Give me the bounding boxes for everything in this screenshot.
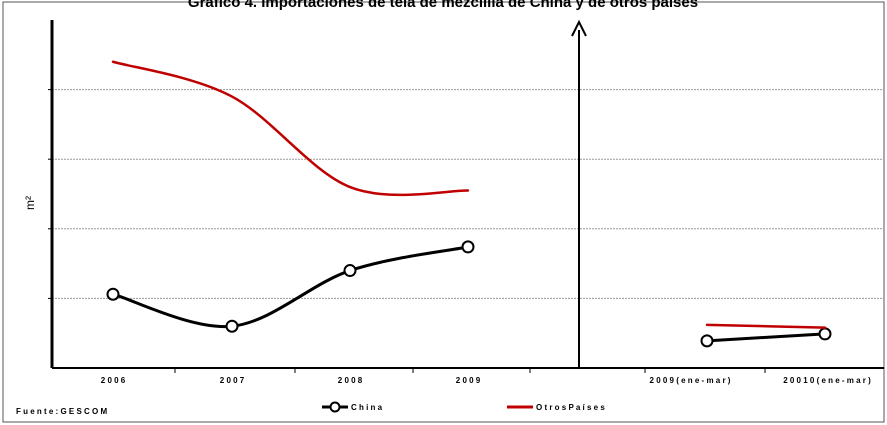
series-china-line xyxy=(111,245,470,329)
legend-otros-label: O t r o s P a í s e s xyxy=(536,403,605,412)
divider-arrow-icon xyxy=(571,19,587,37)
legend-china-marker xyxy=(329,401,341,413)
series-group xyxy=(106,60,832,348)
source-note: F u e n t e : G E S C O M xyxy=(16,407,107,416)
x-tick-label: 2 0 0 7 xyxy=(220,376,245,385)
x-tick-labels: 2 0 0 6 2 0 0 7 2 0 0 8 2 0 0 9 2 0 0 9 ( e … xyxy=(101,376,871,385)
legend: C h i n a O t r o s P a í s e s xyxy=(322,401,605,413)
china-point xyxy=(700,334,714,348)
china-point xyxy=(106,287,120,301)
axes xyxy=(48,19,884,373)
x-tick-label: 2 0 0 6 xyxy=(101,376,126,385)
china-point xyxy=(343,264,357,278)
x-tick-label: 2 0 0 8 xyxy=(338,376,363,385)
x-tick-label: 2 0 0 1 0 ( e n e - m a r ) xyxy=(783,376,871,385)
china-point xyxy=(225,319,239,333)
china-point xyxy=(461,240,475,254)
y-axis-label: m² xyxy=(23,196,37,210)
series-china-line xyxy=(705,332,827,343)
legend-china-label: C h i n a xyxy=(351,403,383,412)
x-tick-label: 2 0 0 9 ( e n e - m a r ) xyxy=(650,376,731,385)
x-tick-label: 2 0 0 9 xyxy=(456,376,481,385)
chart-title: Gráfico 4. Importaciones de tela de mezc… xyxy=(188,0,698,11)
series-otros-line xyxy=(705,323,827,329)
gridlines xyxy=(52,89,884,299)
series-otros-line xyxy=(111,60,470,197)
china-point xyxy=(818,327,832,341)
